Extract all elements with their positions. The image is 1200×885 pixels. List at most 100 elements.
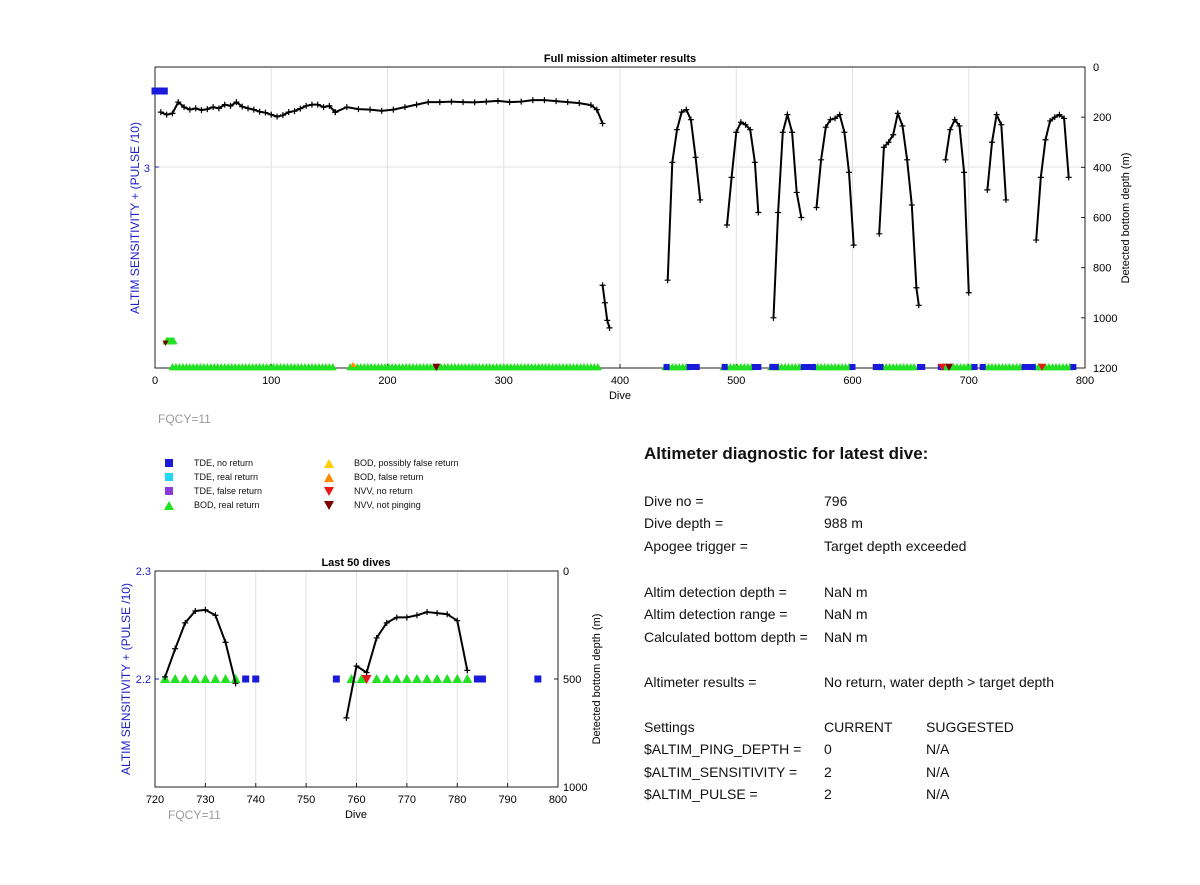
y-tick-label: 1000 <box>1093 313 1117 325</box>
y-tick-label: 400 <box>1093 162 1111 174</box>
bod-false-return-marker <box>350 362 357 367</box>
depth-point <box>198 107 205 114</box>
depth-point <box>846 169 853 176</box>
results-label: Altimeter results = <box>644 674 757 690</box>
depth-point <box>683 106 690 113</box>
depth-point <box>813 204 820 211</box>
depth-point <box>390 106 397 113</box>
y-tick-label: 0 <box>1093 62 1099 74</box>
depth-point <box>564 99 571 106</box>
depth-point <box>673 126 680 133</box>
top-chart-title: Full mission altimeter results <box>544 53 696 65</box>
top-right-axis-label: Detected bottom depth (m) <box>1120 153 1132 284</box>
y-tick-label: 600 <box>1093 213 1111 225</box>
detection-depth-value: NaN m <box>824 584 868 600</box>
depth-point <box>965 289 972 296</box>
depth-point <box>268 111 275 118</box>
depth-point <box>308 101 315 108</box>
depth-line <box>815 112 855 246</box>
depth-point <box>1037 174 1044 181</box>
x-tick-label: 200 <box>378 375 396 387</box>
calculated-depth-value: NaN m <box>824 629 868 645</box>
depth-point <box>518 98 525 105</box>
depth-point <box>822 124 829 131</box>
depth-point <box>297 105 304 112</box>
triangle-up-icon <box>160 500 178 510</box>
x-tick-label: 300 <box>495 375 513 387</box>
top-markers <box>151 87 1077 371</box>
depth-point <box>755 209 762 216</box>
depth-point <box>876 230 883 237</box>
tde-no-return-marker <box>663 364 670 370</box>
depth-point <box>425 99 432 106</box>
depth-line <box>772 110 803 318</box>
depth-point <box>793 189 800 196</box>
tde-no-return-marker <box>160 87 168 95</box>
bod-real-return-marker <box>593 363 602 371</box>
depth-point <box>274 113 281 120</box>
depth-point <box>314 101 321 108</box>
x-tick-label: 600 <box>843 375 861 387</box>
sensitivity-current: 2 <box>824 764 832 780</box>
tde-no-return-marker <box>872 364 879 370</box>
x-tick-label: 800 <box>1076 375 1094 387</box>
depth-point <box>775 209 782 216</box>
nvv-no-return-marker <box>944 363 953 371</box>
settings-label: Settings <box>644 719 695 735</box>
tde-no-return-marker <box>769 364 776 370</box>
tde-no-return-marker <box>804 364 811 370</box>
depth-point <box>233 99 240 106</box>
depth-point <box>262 109 269 116</box>
legend: TDE, no return TDE, real return TDE, fal… <box>160 458 520 518</box>
depth-point <box>751 159 758 166</box>
depth-point <box>250 106 257 113</box>
depth-point <box>1047 117 1054 124</box>
depth-point <box>850 242 857 249</box>
depth-point <box>175 99 182 106</box>
current-header: CURRENT <box>824 719 893 735</box>
depth-point <box>798 214 805 221</box>
nvv-no-return-marker <box>938 363 947 371</box>
legend-item: NVV, not pinging <box>320 500 421 510</box>
bod-real-return-marker <box>328 363 337 371</box>
depth-point <box>836 111 843 118</box>
depth-point <box>961 169 968 176</box>
depth-point <box>606 324 613 331</box>
dive-depth-value: 988 m <box>824 515 863 531</box>
depth-point <box>529 97 536 104</box>
triangle-down-icon <box>320 500 338 510</box>
depth-point <box>593 106 600 113</box>
depth-point <box>723 222 730 229</box>
depth-line <box>878 109 920 306</box>
pulse-label: $ALTIM_PULSE = <box>644 786 758 802</box>
depth-point <box>599 120 606 127</box>
depth-point <box>885 139 892 146</box>
depth-point <box>448 98 455 105</box>
legend-item: BOD, possibly false return <box>320 458 459 468</box>
diagnostic-panel: Altimeter diagnostic for latest dive: Di… <box>644 444 1164 802</box>
depth-point <box>890 131 897 138</box>
depth-point <box>1033 237 1040 244</box>
depth-point <box>239 103 246 110</box>
tde-no-return-marker <box>686 364 693 370</box>
legend-item: BOD, real return <box>160 500 260 510</box>
dive-no-label: Dive no = <box>644 493 704 509</box>
depth-point <box>169 110 176 117</box>
tde-no-return-marker <box>721 364 728 370</box>
bod-real-return-marker <box>910 363 919 371</box>
depth-point <box>163 111 170 118</box>
depth-point <box>332 109 339 116</box>
legend-item: NVV, no return <box>320 486 413 496</box>
sensitivity-suggested: N/A <box>926 764 950 780</box>
depth-point <box>998 121 1005 128</box>
depth-point <box>604 317 611 324</box>
detection-range-label: Altim detection range = <box>644 606 788 622</box>
depth-point <box>779 129 786 136</box>
depth-point <box>915 302 922 309</box>
x-tick-label: 100 <box>262 375 280 387</box>
depth-point <box>747 126 754 133</box>
square-icon <box>160 473 178 481</box>
tde-no-return-marker <box>1021 364 1028 370</box>
calculated-depth-label: Calculated bottom depth = <box>644 629 808 645</box>
